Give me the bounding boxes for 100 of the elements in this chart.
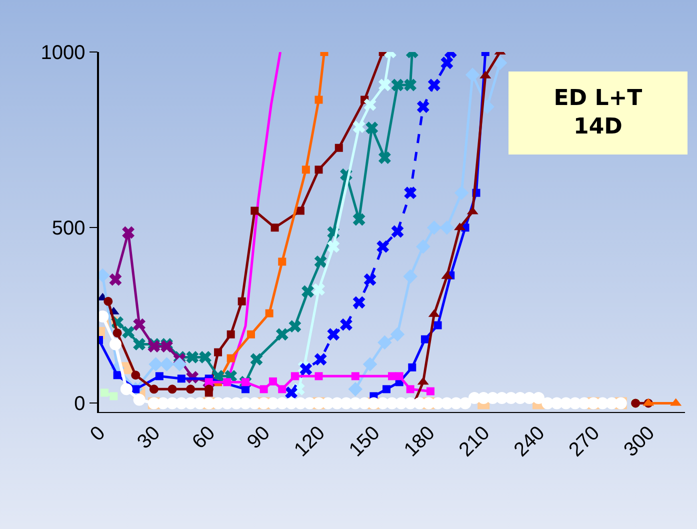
point — [406, 385, 414, 394]
x-tick-label: 270 — [564, 422, 604, 462]
point — [314, 353, 327, 366]
point — [364, 273, 376, 286]
point — [131, 370, 140, 380]
x-tick-label: 210 — [455, 422, 494, 462]
point — [391, 225, 404, 238]
point — [314, 166, 323, 174]
point — [416, 239, 430, 254]
point — [226, 330, 235, 338]
point — [352, 213, 366, 226]
point — [198, 350, 212, 364]
point — [465, 68, 480, 82]
point — [440, 220, 454, 235]
point — [186, 350, 199, 364]
point — [100, 388, 108, 397]
point — [160, 340, 173, 353]
x-tick-label: 180 — [400, 422, 440, 462]
y-tick-label: 0 — [74, 393, 86, 416]
point — [113, 371, 122, 380]
point — [122, 226, 135, 239]
y-tick-label: 500 — [52, 218, 86, 240]
point — [302, 166, 310, 174]
point — [246, 330, 255, 338]
point — [148, 357, 163, 372]
point — [327, 240, 340, 253]
point — [454, 186, 469, 200]
point — [177, 374, 186, 383]
point — [226, 354, 235, 362]
point — [364, 98, 376, 111]
point — [109, 273, 122, 286]
point — [340, 318, 352, 331]
point — [404, 186, 417, 200]
point — [366, 122, 378, 134]
x-tick-label: 0 — [86, 422, 110, 446]
point — [149, 384, 158, 394]
x-tick-label: 300 — [620, 422, 659, 462]
point — [250, 206, 259, 215]
point — [532, 392, 544, 404]
point — [376, 240, 390, 253]
point — [302, 285, 314, 298]
point — [408, 363, 416, 372]
point — [238, 297, 246, 306]
point — [314, 372, 323, 380]
point — [420, 335, 429, 344]
point — [390, 327, 405, 342]
point — [270, 224, 279, 232]
point — [160, 357, 174, 372]
point — [268, 377, 277, 386]
point — [155, 372, 164, 380]
point — [378, 78, 391, 92]
point — [352, 296, 366, 309]
point — [428, 78, 440, 92]
point — [416, 100, 430, 114]
point — [378, 152, 391, 164]
point — [296, 206, 304, 215]
point — [352, 120, 366, 134]
annotation: ED L+T 14D — [554, 86, 642, 140]
point — [109, 338, 122, 350]
x-tick-label: 150 — [345, 422, 384, 462]
point — [459, 397, 472, 410]
point — [404, 78, 417, 92]
point — [265, 309, 274, 318]
point — [351, 372, 360, 380]
point — [378, 335, 392, 350]
point — [312, 283, 325, 296]
point — [426, 220, 442, 235]
point — [348, 382, 363, 396]
x-tick-label: 60 — [188, 422, 220, 454]
point — [214, 348, 222, 356]
point — [278, 258, 286, 266]
y-tick-label: 1000 — [40, 42, 86, 64]
point — [403, 269, 418, 284]
point — [288, 320, 302, 333]
point — [148, 340, 160, 353]
point — [168, 384, 177, 394]
point — [314, 96, 323, 104]
point — [440, 56, 454, 70]
point — [382, 385, 391, 394]
note-box: ED L+T 14D — [508, 72, 688, 154]
point — [395, 372, 404, 380]
point — [223, 378, 232, 386]
point — [314, 255, 327, 268]
x-tick-label: 120 — [290, 422, 330, 462]
point — [327, 328, 340, 341]
point — [276, 328, 288, 341]
point — [334, 144, 343, 152]
point — [278, 385, 286, 394]
point — [120, 383, 132, 396]
point — [290, 372, 299, 380]
point — [104, 296, 113, 306]
point — [122, 326, 135, 338]
point — [250, 353, 263, 366]
point — [133, 394, 146, 406]
point — [492, 56, 508, 70]
point — [186, 384, 196, 394]
point — [112, 328, 122, 338]
point — [391, 78, 404, 92]
point — [133, 318, 146, 331]
point — [362, 357, 378, 372]
